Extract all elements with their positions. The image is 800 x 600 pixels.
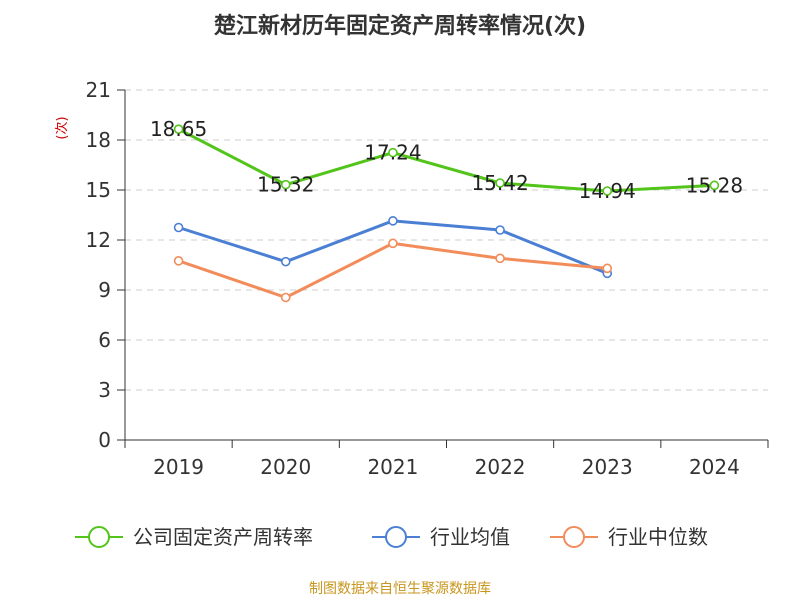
series-point-2[interactable]	[280, 292, 291, 303]
legend-swatch-marker	[563, 526, 585, 548]
data-labels: 18.65 15.32 17.24 15.42 14.94 15.28	[150, 117, 743, 203]
x-tick-label: 2022	[475, 455, 526, 479]
y-tick-label: 18	[86, 128, 111, 152]
y-tick-label: 9	[98, 278, 111, 302]
series-point-0[interactable]	[602, 186, 613, 196]
series-group	[173, 124, 720, 303]
y-tick-label: 21	[86, 78, 111, 102]
series-point-1[interactable]	[388, 216, 398, 226]
series-point-1[interactable]	[495, 225, 505, 235]
chart-title: 楚江新材历年固定资产周转率情况(次)	[214, 13, 586, 39]
legend-item-1[interactable]: 行业均值	[372, 525, 510, 549]
legend[interactable]: 公司固定资产周转率 行业均值 行业中位数	[75, 525, 708, 549]
grid-lines	[125, 89, 768, 391]
y-axis-label: (次)	[54, 116, 70, 139]
series-point-1[interactable]	[280, 256, 291, 267]
legend-label: 行业均值	[430, 525, 510, 549]
legend-item-2[interactable]: 行业中位数	[550, 525, 708, 549]
legend-swatch-marker	[88, 526, 110, 548]
data-label: 18.65	[150, 117, 207, 141]
y-tick-label: 15	[86, 178, 111, 202]
x-tick-label: 2023	[582, 455, 633, 479]
data-label: 17.24	[364, 141, 421, 165]
legend-item-0[interactable]: 公司固定资产周转率	[75, 525, 313, 549]
y-tick-label: 6	[98, 328, 111, 352]
series-point-0[interactable]	[280, 179, 291, 190]
series-line-2	[178, 241, 608, 299]
legend-label: 行业中位数	[608, 525, 708, 549]
x-tick-label: 2021	[367, 455, 418, 479]
legend-label: 公司固定资产周转率	[133, 525, 313, 549]
series-point-2[interactable]	[388, 238, 398, 249]
axes: 0 3 6 9 12 15 18 21 2019 2020 2021 2022 2023 2024	[86, 78, 769, 479]
source-note: 制图数据来自恒生聚源数据库	[309, 581, 491, 597]
data-label: 15.28	[686, 173, 743, 197]
x-tick-label: 2019	[153, 455, 204, 479]
x-tick-label: 2020	[260, 455, 311, 479]
x-tick-label: 2024	[689, 455, 740, 479]
series-line-0	[177, 127, 715, 193]
series-point-0[interactable]	[495, 178, 505, 188]
data-label: 15.32	[257, 173, 314, 197]
data-label: 15.42	[471, 171, 528, 195]
series-point-2[interactable]	[495, 253, 505, 264]
data-label: 14.94	[579, 179, 636, 203]
series-point-2[interactable]	[602, 263, 613, 274]
series-point-2[interactable]	[173, 256, 184, 266]
series-point-1[interactable]	[173, 222, 184, 233]
series-point-0[interactable]	[388, 147, 398, 158]
y-tick-label: 3	[98, 378, 111, 402]
y-tick-label: 0	[98, 428, 111, 452]
series-point-0[interactable]	[709, 180, 720, 191]
y-tick-label: 12	[86, 228, 111, 252]
legend-swatch-marker	[385, 526, 407, 548]
series-point-0[interactable]	[173, 124, 184, 134]
